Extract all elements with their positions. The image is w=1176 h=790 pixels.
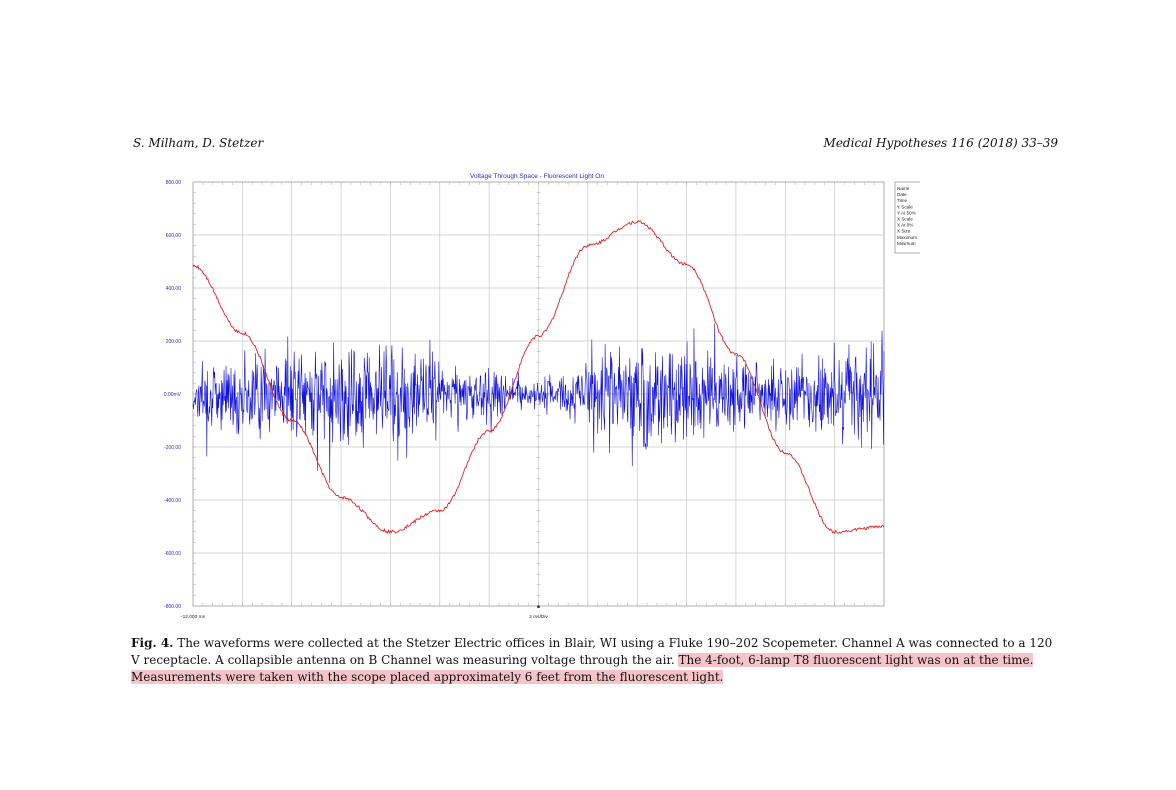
chart-title: Voltage Through Space - Fluorescent Ligh…: [470, 173, 604, 180]
y-tick-label: -200.00: [164, 445, 181, 451]
datablock-row-label: Y At 50%: [897, 210, 916, 215]
x-tick-label-div: 2 ms/Div: [529, 614, 548, 620]
datablock-panel: DatablockName= Input AInput BDate= 7/27/…: [894, 181, 920, 254]
y-tick-label: 800.00: [166, 180, 182, 186]
x-tick-label-start: -12.000 ms: [181, 614, 206, 620]
caption-label: Fig. 4.: [131, 636, 174, 650]
y-tick-label: -600.00: [164, 551, 181, 557]
running-header-journal: Medical Hypotheses 116 (2018) 33–39: [823, 136, 1058, 150]
series-input-a-trace: [192, 220, 885, 535]
series-input-a: [192, 220, 885, 535]
datablock-row-label: Maximum: [897, 235, 917, 240]
datablock-frame: [894, 181, 920, 254]
datablock-row-label: Time: [897, 198, 907, 203]
datablock-row-label: Date: [897, 192, 907, 197]
series-input-b: [192, 323, 885, 483]
caption-text: The waveforms were collected at the Stet…: [131, 636, 1053, 667]
datablock-row-label: X Size: [897, 229, 911, 234]
datablock-row-label: X At 0%: [897, 223, 913, 228]
y-tick-label: 200.00: [166, 339, 182, 345]
y-tick-label: 600.00: [166, 233, 182, 239]
oscilloscope-chart: Voltage Through Space - Fluorescent Ligh…: [164, 173, 920, 620]
datablock-row-label: X Scale: [897, 217, 913, 222]
datablock-row-label: Name: [897, 186, 910, 191]
datablock-row-label: Y Scale: [897, 204, 913, 209]
y-tick-label: 400.00: [166, 286, 182, 292]
y-tick-label: 0.00mV: [164, 392, 182, 398]
series-input-b-trace: [192, 323, 885, 483]
y-tick-label: -800.00: [164, 604, 181, 610]
y-tick-label: -400.00: [164, 498, 181, 504]
figure-caption: Fig. 4. The waveforms were collected at …: [131, 635, 1061, 686]
axis-labels: 800.00 600.00 400.00 200.00 0.00mV -200.00 -40…: [164, 180, 549, 620]
x-center-marker: [537, 605, 540, 608]
running-header-authors: S. Milham, D. Stetzer: [133, 136, 264, 150]
datablock-row-label: Minimum: [897, 241, 916, 246]
